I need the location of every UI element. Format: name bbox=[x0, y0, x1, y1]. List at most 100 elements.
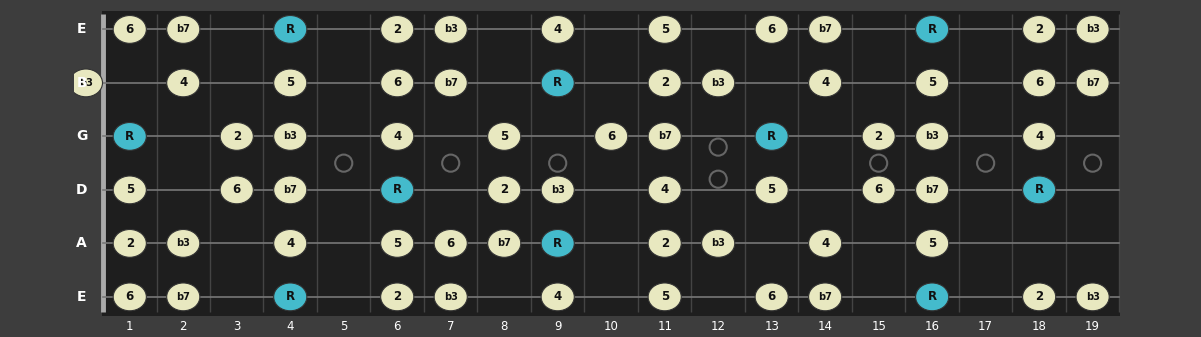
Ellipse shape bbox=[915, 283, 949, 311]
Text: 1: 1 bbox=[126, 320, 133, 333]
Text: b7: b7 bbox=[497, 238, 512, 248]
Text: 4: 4 bbox=[554, 23, 562, 36]
Text: 3: 3 bbox=[233, 320, 240, 333]
Ellipse shape bbox=[862, 176, 895, 204]
Text: b7: b7 bbox=[658, 131, 671, 142]
Ellipse shape bbox=[381, 229, 414, 257]
Ellipse shape bbox=[220, 122, 253, 150]
Text: R: R bbox=[125, 130, 135, 143]
Ellipse shape bbox=[167, 229, 199, 257]
Text: 4: 4 bbox=[821, 76, 830, 89]
Text: 2: 2 bbox=[500, 183, 508, 196]
Ellipse shape bbox=[434, 16, 467, 43]
Ellipse shape bbox=[113, 122, 147, 150]
Ellipse shape bbox=[1022, 16, 1056, 43]
Text: 5: 5 bbox=[126, 183, 133, 196]
Text: 2: 2 bbox=[393, 23, 401, 36]
Text: 2: 2 bbox=[179, 320, 187, 333]
Text: R: R bbox=[1034, 183, 1044, 196]
Text: 13: 13 bbox=[764, 320, 779, 333]
Text: R: R bbox=[286, 23, 294, 36]
Text: 2: 2 bbox=[1035, 290, 1044, 303]
Text: R: R bbox=[927, 23, 937, 36]
Text: R: R bbox=[554, 237, 562, 250]
Text: b7: b7 bbox=[818, 24, 832, 34]
Ellipse shape bbox=[274, 69, 306, 97]
Ellipse shape bbox=[220, 176, 253, 204]
Text: 8: 8 bbox=[501, 320, 508, 333]
Text: R: R bbox=[767, 130, 776, 143]
Ellipse shape bbox=[915, 176, 949, 204]
Ellipse shape bbox=[488, 229, 521, 257]
Text: 11: 11 bbox=[657, 320, 673, 333]
Text: 2: 2 bbox=[661, 237, 669, 250]
Text: 4: 4 bbox=[179, 76, 187, 89]
Ellipse shape bbox=[1022, 122, 1056, 150]
Text: 6: 6 bbox=[607, 130, 615, 143]
Text: E: E bbox=[77, 290, 86, 304]
Ellipse shape bbox=[915, 229, 949, 257]
Text: 5: 5 bbox=[393, 237, 401, 250]
Text: 9: 9 bbox=[554, 320, 561, 333]
Text: 6: 6 bbox=[1035, 76, 1044, 89]
Text: 6: 6 bbox=[394, 320, 401, 333]
Ellipse shape bbox=[915, 122, 949, 150]
Ellipse shape bbox=[649, 229, 681, 257]
Ellipse shape bbox=[488, 176, 521, 204]
Text: 17: 17 bbox=[978, 320, 993, 333]
Text: b3: b3 bbox=[711, 78, 725, 88]
Text: b3: b3 bbox=[444, 292, 458, 302]
Text: b7: b7 bbox=[818, 292, 832, 302]
Ellipse shape bbox=[1076, 69, 1110, 97]
Text: 4: 4 bbox=[287, 320, 294, 333]
Text: A: A bbox=[76, 236, 86, 250]
Text: b3: b3 bbox=[925, 131, 939, 142]
Ellipse shape bbox=[649, 283, 681, 311]
Text: 4: 4 bbox=[393, 130, 401, 143]
Text: b7: b7 bbox=[177, 24, 190, 34]
Text: 5: 5 bbox=[286, 76, 294, 89]
Ellipse shape bbox=[755, 176, 788, 204]
Ellipse shape bbox=[381, 176, 414, 204]
Text: b7: b7 bbox=[444, 78, 458, 88]
Text: b7: b7 bbox=[177, 292, 190, 302]
Ellipse shape bbox=[649, 122, 681, 150]
Ellipse shape bbox=[542, 16, 574, 43]
Ellipse shape bbox=[113, 16, 147, 43]
Ellipse shape bbox=[542, 283, 574, 311]
Ellipse shape bbox=[1022, 176, 1056, 204]
Text: b3: b3 bbox=[283, 131, 297, 142]
Text: R: R bbox=[554, 76, 562, 89]
Text: 2: 2 bbox=[393, 290, 401, 303]
Text: 6: 6 bbox=[767, 23, 776, 36]
Ellipse shape bbox=[434, 229, 467, 257]
Ellipse shape bbox=[542, 69, 574, 97]
Text: E: E bbox=[77, 23, 86, 36]
Text: 4: 4 bbox=[554, 290, 562, 303]
Text: 6: 6 bbox=[447, 237, 455, 250]
Ellipse shape bbox=[113, 176, 147, 204]
Text: 5: 5 bbox=[661, 290, 669, 303]
Text: 10: 10 bbox=[604, 320, 619, 333]
Ellipse shape bbox=[167, 16, 199, 43]
Ellipse shape bbox=[542, 229, 574, 257]
Text: 2: 2 bbox=[126, 237, 133, 250]
Ellipse shape bbox=[381, 283, 414, 311]
Ellipse shape bbox=[488, 122, 521, 150]
Text: 14: 14 bbox=[818, 320, 832, 333]
Text: 2: 2 bbox=[874, 130, 883, 143]
Text: 5: 5 bbox=[500, 130, 508, 143]
Ellipse shape bbox=[755, 122, 788, 150]
Text: b7: b7 bbox=[283, 185, 297, 195]
Text: b3: b3 bbox=[1086, 292, 1100, 302]
Ellipse shape bbox=[755, 16, 788, 43]
Text: 4: 4 bbox=[1035, 130, 1044, 143]
Text: b3: b3 bbox=[711, 238, 725, 248]
Ellipse shape bbox=[542, 176, 574, 204]
Text: 6: 6 bbox=[874, 183, 883, 196]
Ellipse shape bbox=[701, 229, 735, 257]
Text: b3: b3 bbox=[551, 185, 564, 195]
Ellipse shape bbox=[808, 283, 842, 311]
FancyBboxPatch shape bbox=[102, 11, 1121, 316]
Text: R: R bbox=[393, 183, 402, 196]
